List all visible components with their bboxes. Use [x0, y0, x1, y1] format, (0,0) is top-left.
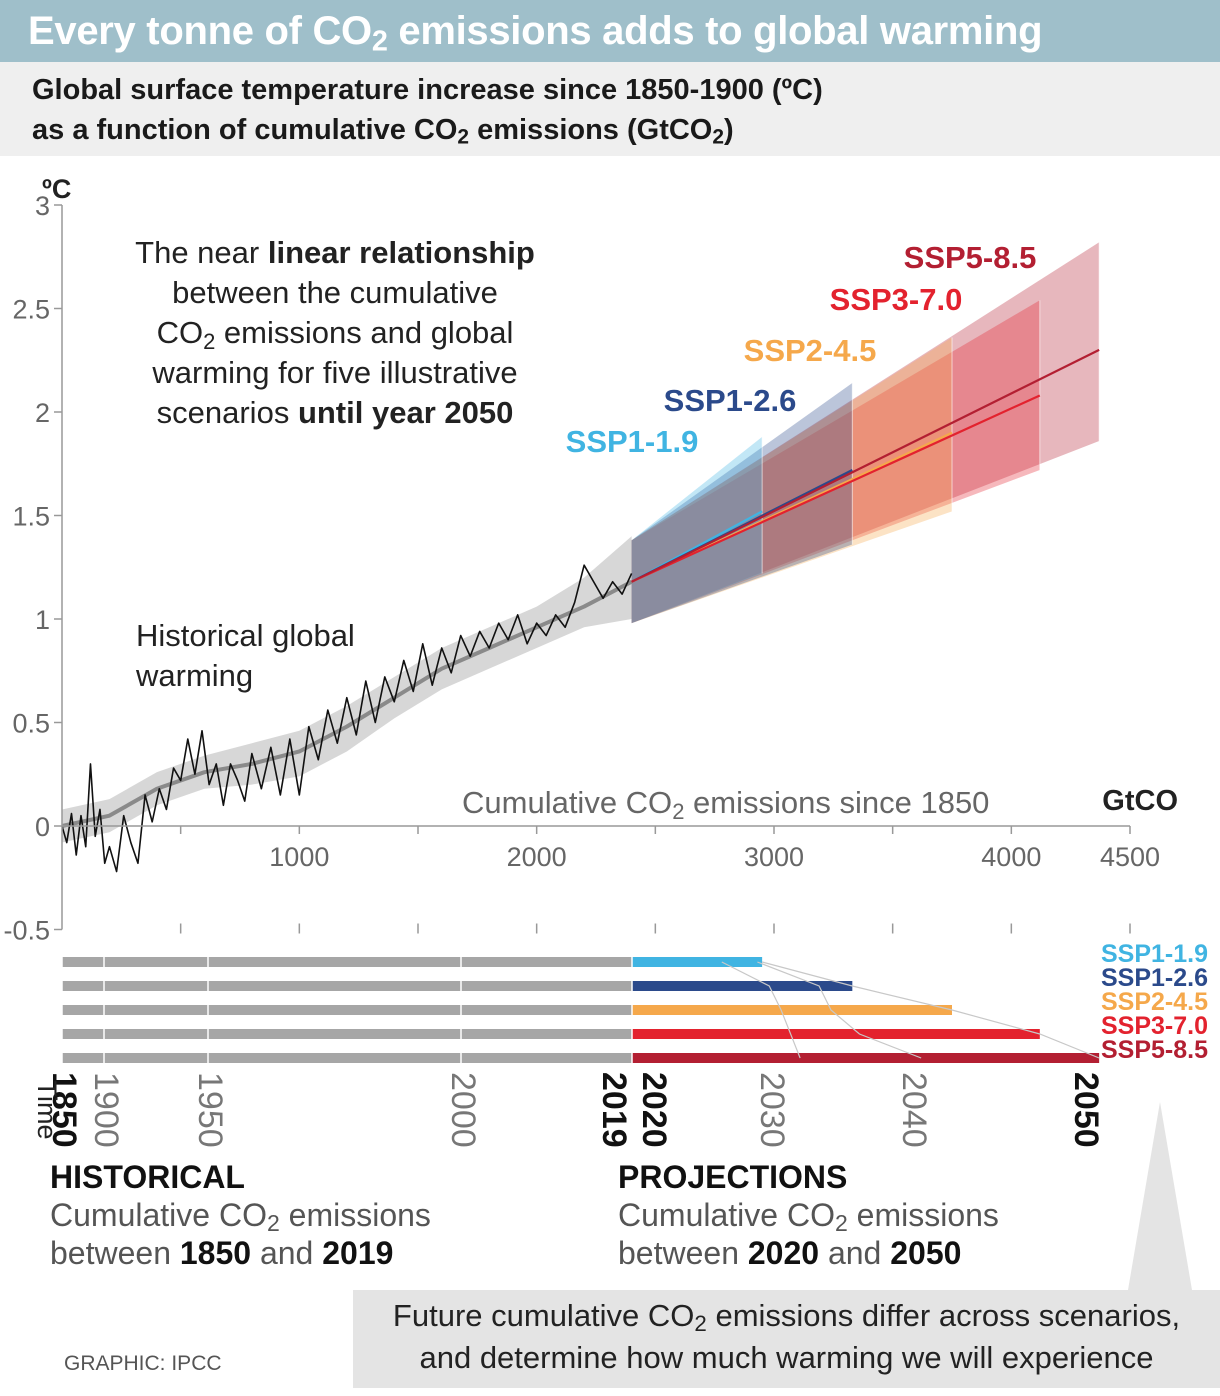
legend-ssp5-8.5: SSP5-8.5: [1101, 1036, 1208, 1064]
historical-uncertainty-band: [62, 536, 632, 843]
y-tick-label: 1: [35, 605, 50, 635]
historical-line-1: Cumulative CO2 emissions: [50, 1197, 431, 1237]
timeline-historical-bar: [62, 1005, 632, 1015]
timeline-bar-ssp3-7.0: [631, 1029, 1040, 1039]
timeline-year-label: 1900: [87, 1072, 125, 1148]
annotation-linear-line-3: CO2 emissions and global: [157, 315, 514, 354]
x-axis-caption: Cumulative CO2 emissions since 1850: [462, 785, 989, 824]
annotation-linear-line-2: between the cumulative: [172, 275, 498, 310]
y-tick-label: 1.5: [12, 502, 50, 532]
band-ssp1-2.6: [631, 383, 853, 624]
legend-ssp1-2.6: SSP1-2.6: [1101, 964, 1208, 992]
timeline-years: 1850 1900 1950 2000 2019 2020 2030 2040 2050: [45, 1072, 1105, 1148]
projections-line-2: between 2020 and 2050: [618, 1235, 962, 1271]
legend-ssp3-7.0: SSP3-7.0: [1101, 1012, 1208, 1040]
projections-block: PROJECTIONS Cumulative CO2 emissions bet…: [618, 1158, 999, 1272]
timeline-2030-connector: [721, 961, 801, 1059]
annotation-linear-line-1: The near linear relationship: [135, 235, 535, 270]
historical-heading: HISTORICAL: [50, 1159, 245, 1195]
timeline-year-label: 2050: [1067, 1072, 1105, 1148]
scenario-label-ssp2-4.5: SSP2-4.5: [744, 333, 877, 368]
axes: [61, 205, 1130, 930]
note-box: Future cumulative CO2 emissions differ a…: [353, 1290, 1220, 1388]
y-tick-label: 2.5: [12, 295, 50, 325]
projections-heading: PROJECTIONS: [618, 1159, 848, 1195]
x-axis-unit: GtCO: [1102, 785, 1178, 817]
note-line-1: Future cumulative CO2 emissions differ a…: [392, 1298, 1181, 1336]
band-ssp3-7.0: [631, 300, 1040, 624]
annotation-historical-line-2: warming: [135, 658, 253, 693]
x-tick-label: 3000: [744, 842, 804, 872]
y-tick-label: 2: [35, 398, 50, 428]
callout-pointer: [1128, 1102, 1192, 1290]
x-tick-label: 4500: [1100, 842, 1160, 872]
timeline-year-label: 2040: [895, 1072, 933, 1148]
scenario-label-ssp5-8.5: SSP5-8.5: [904, 240, 1037, 275]
timeline-year-label: 2019: [595, 1072, 633, 1148]
band-ssp1-1.9: [631, 436, 763, 624]
note-line-2: and determine how much warming we will e…: [419, 1340, 1154, 1375]
timeline-2040-connector: [757, 961, 922, 1059]
y-tick-label: 0.5: [12, 709, 50, 739]
timeline-year-label: 2030: [753, 1072, 791, 1148]
y-tick-label: 0: [35, 812, 50, 842]
legend-ssp2-4.5: SSP2-4.5: [1101, 988, 1208, 1016]
graphic-credit: GRAPHIC: IPCC: [64, 1352, 222, 1375]
timeline-2050-connector: [761, 961, 1100, 1059]
timeline-historical-bar: [62, 957, 632, 967]
historical-smooth-line: [61, 579, 633, 828]
historical-block: HISTORICAL Cumulative CO2 emissions betw…: [50, 1158, 431, 1272]
data-lines: [61, 348, 1100, 873]
title-bar: Every tonne of CO2 emissions adds to glo…: [0, 0, 1220, 62]
timeline-bar-ssp2-4.5: [631, 1005, 952, 1015]
timeline-bars: [61, 955, 1100, 1066]
x-tick-label: 1000: [269, 842, 329, 872]
timeline-axis-label: Time: [32, 1081, 62, 1140]
historical-line-2: between 1850 and 2019: [50, 1235, 394, 1271]
subtitle-line-2: as a function of cumulative CO2 emission…: [32, 114, 734, 149]
scenario-labels: SSP1-1.9 SSP1-2.6 SSP2-4.5 SSP3-7.0 SSP5-8.5: [566, 240, 1037, 459]
scenario-label-ssp3-7.0: SSP3-7.0: [830, 282, 963, 317]
timeline-historical-bar: [62, 1029, 632, 1039]
chart: 3 2.5 2 1.5 1 0.5 0 -0.5 1000 2000 3000 4000 4500 ºC…: [3, 174, 1208, 1290]
legend-ssp1-1.9: SSP1-1.9: [1101, 940, 1208, 968]
line-ssp3-7.0: [631, 394, 1041, 583]
y-tick-label: 3: [35, 191, 50, 221]
y-tick-label: -0.5: [3, 916, 50, 946]
y-axis-unit: ºC: [42, 174, 71, 204]
x-tick-label: 2000: [507, 842, 567, 872]
historical-line: [61, 564, 633, 873]
timeline-year-label: 2020: [635, 1072, 673, 1148]
x-tick-label: 4000: [981, 842, 1041, 872]
annotation-linear-line-4: warming for five illustrative: [151, 355, 517, 390]
timeline-bar-ssp5-8.5: [631, 1053, 1100, 1063]
scenario-label-ssp1-2.6: SSP1-2.6: [664, 383, 797, 418]
timeline-bar-ssp1-2.6: [631, 981, 853, 991]
timeline-historical-bar: [62, 981, 632, 991]
annotation-historical-line-1: Historical global: [136, 618, 355, 653]
annotation-linear-line-5: scenarios until year 2050: [157, 395, 514, 430]
timeline-year-label: 1950: [191, 1072, 229, 1148]
timeline-year-label: 1850: [45, 1072, 83, 1148]
line-ssp5-8.5: [631, 348, 1100, 583]
tick-labels: 3 2.5 2 1.5 1 0.5 0 -0.5 1000 2000 3000 4000 4500: [3, 191, 1160, 946]
timeline-year-label: 2000: [444, 1072, 482, 1148]
timeline-bar-ssp1-1.9: [631, 957, 763, 967]
projections-line-1: Cumulative CO2 emissions: [618, 1197, 999, 1237]
scenario-label-ssp1-1.9: SSP1-1.9: [566, 424, 699, 459]
band-ssp2-4.5: [631, 337, 952, 624]
main-title: Every tonne of CO2 emissions adds to glo…: [28, 9, 1043, 58]
subtitle-box: Global surface temperature increase sinc…: [0, 62, 1220, 156]
subtitle-line-1: Global surface temperature increase sinc…: [32, 74, 823, 106]
timeline-historical-bar: [62, 1053, 632, 1063]
